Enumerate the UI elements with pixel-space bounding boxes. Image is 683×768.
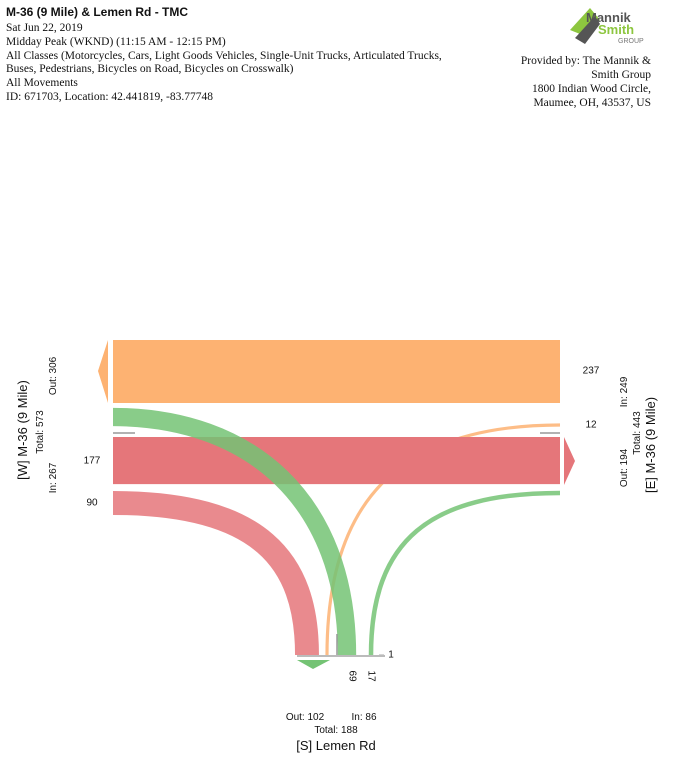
leg-in: In: 86 (351, 712, 376, 723)
flow-label: 90 (86, 498, 98, 509)
logo: Mannik Smith GROUP (570, 8, 644, 45)
leg-total: Total: 573 (35, 410, 46, 454)
flow-label: 69 (346, 670, 357, 682)
title: M-36 (9 Mile) & Lemen Rd - TMC (6, 5, 188, 19)
flow-band (112, 407, 357, 656)
logo-shape (570, 8, 600, 36)
classes: All Classes (Motorcycles, Cars, Light Go… (6, 50, 442, 62)
flow-label: 17 (365, 670, 376, 682)
leg-in: In: 249 (619, 376, 630, 407)
exit-arrow (297, 660, 330, 669)
flows (112, 340, 561, 656)
flow-label: 237 (583, 366, 600, 377)
logo-shape (575, 16, 600, 44)
leg-total: Total: 188 (314, 725, 358, 736)
provider: Smith Group (591, 69, 651, 81)
date: Sat Jun 22, 2019 (6, 22, 83, 34)
exit-arrow (98, 340, 108, 403)
classes: Buses, Pedestrians, Bicycles on Road, Bi… (6, 63, 294, 75)
leg-in: In: 267 (48, 462, 59, 493)
leg-name: [S] Lemen Rd (296, 738, 376, 753)
flow-label: 12 (585, 420, 597, 431)
flow-band (368, 490, 561, 656)
provider: 1800 Indian Wood Circle, (532, 83, 651, 95)
flow-label: 177 (84, 456, 101, 467)
leg-name: [W] M-36 (9 Mile) (15, 380, 30, 480)
logo-text: Mannik (586, 10, 632, 25)
movements: All Movements (6, 77, 78, 89)
leg-total: Total: 443 (632, 411, 643, 455)
flow-label: 1 (388, 650, 394, 661)
logo-text: Smith (598, 22, 634, 37)
flow-band (112, 491, 319, 656)
exit-arrow (564, 437, 575, 485)
id-location: ID: 671703, Location: 42.441819, -83.777… (6, 91, 213, 103)
provider: Provided by: The Mannik & (521, 55, 651, 67)
provider: Maumee, OH, 43537, US (533, 97, 651, 109)
logo-text: GROUP (618, 38, 644, 45)
leg-out: Out: 102 (286, 712, 325, 723)
leg-out: Out: 194 (619, 448, 630, 487)
leg-out: Out: 306 (48, 356, 59, 395)
leg-name: [E] M-36 (9 Mile) (643, 397, 658, 493)
period: Midday Peak (WKND) (11:15 AM - 12:15 PM) (6, 36, 226, 48)
